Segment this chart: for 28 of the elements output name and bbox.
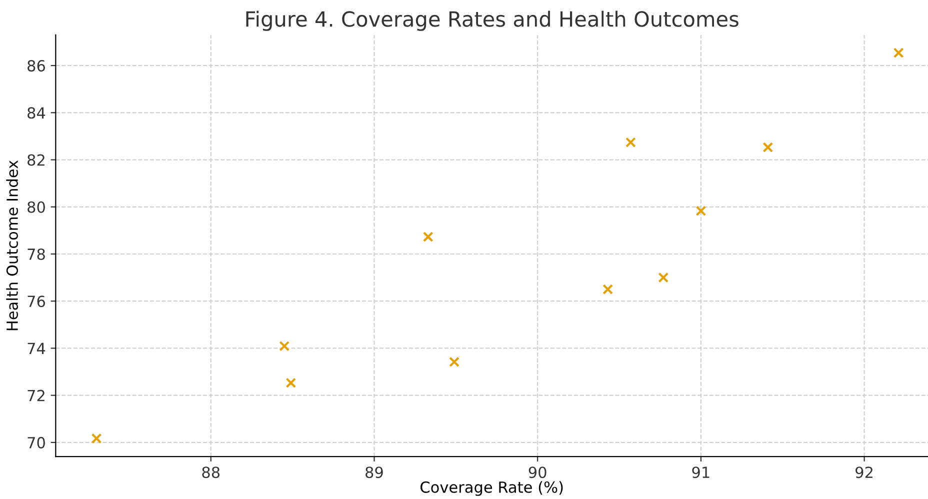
y-tick-label: 72 xyxy=(28,390,44,402)
x-tick-label: 88 xyxy=(202,466,220,478)
point xyxy=(658,272,669,283)
point xyxy=(422,232,434,242)
y-tick-label: 84 xyxy=(28,107,46,119)
x-tick-label: 91 xyxy=(692,466,710,478)
x-tick-label: 92 xyxy=(856,466,872,478)
x-tick-label: 90 xyxy=(528,466,546,478)
chart-title: Figure 4. Coverage Rates and Health Outcomes xyxy=(246,10,738,31)
point xyxy=(625,137,636,148)
point xyxy=(893,48,904,58)
y-axis-title: Health Outcome Index xyxy=(6,160,18,330)
point xyxy=(279,340,290,352)
point xyxy=(91,433,102,444)
y-tick-label: 80 xyxy=(28,201,45,213)
point xyxy=(762,142,774,153)
y-tick-label: 74 xyxy=(28,342,46,354)
point xyxy=(449,356,460,368)
point xyxy=(696,206,706,216)
y-tick-label: 86 xyxy=(28,60,45,72)
y-tick-label: 76 xyxy=(28,296,45,308)
point xyxy=(602,284,614,295)
y-tick-label: 78 xyxy=(28,248,45,260)
y-tick-label: 82 xyxy=(28,154,44,166)
point xyxy=(286,378,296,388)
y-tick-label: 70 xyxy=(28,436,45,448)
x-axis-title: Coverage Rate (%) xyxy=(420,481,563,496)
x-tick-label: 89 xyxy=(366,466,383,478)
